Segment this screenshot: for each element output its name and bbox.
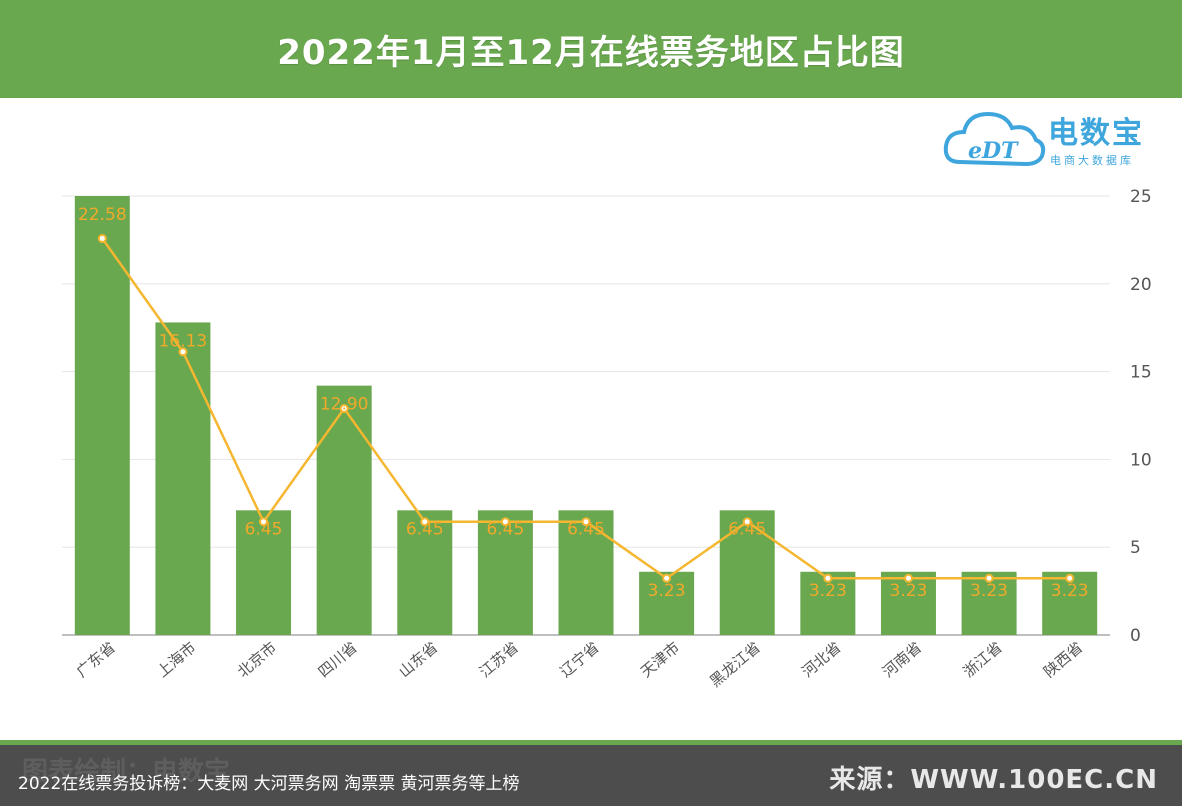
data-label: 3.23: [809, 581, 847, 601]
line-point: [97, 233, 107, 243]
x-tick-label: 黑龙江省: [706, 638, 764, 690]
data-label: 6.45: [245, 519, 283, 539]
logo-cloud-text: eDT: [968, 138, 1018, 164]
line-point: [259, 517, 269, 527]
line-point: [339, 403, 349, 413]
data-label: 3.23: [970, 581, 1008, 601]
bar: [316, 385, 372, 635]
bar-line-chart: 0 5 10 15 20 25 22.58 16.13 6.45 12.90 6.45 6.45 6.4…: [62, 187, 1152, 691]
data-label: 6.45: [728, 519, 766, 539]
cloud-icon: [943, 111, 1046, 167]
x-tick-label: 上海市: [153, 638, 199, 681]
footer-source: 来源：WWW.100EC.CN: [829, 765, 1158, 795]
x-tick-label: 天津市: [637, 638, 683, 681]
y-tick-label: 15: [1130, 363, 1152, 383]
bar: [155, 322, 211, 635]
y-tick-label: 10: [1130, 450, 1152, 470]
bar: [719, 510, 775, 635]
logo-tagline: 电商大数据库: [1050, 154, 1134, 167]
data-label: 3.23: [648, 581, 686, 601]
line-point: [500, 517, 510, 527]
bar: [558, 510, 614, 635]
x-tick-label: 广东省: [73, 638, 119, 681]
line-point: [823, 573, 833, 583]
line-point: [581, 517, 591, 527]
x-tick-label: 河南省: [879, 638, 925, 681]
bar: [236, 510, 292, 635]
y-tick-label: 20: [1130, 275, 1152, 295]
brand-logo: eDT 电数宝 电商大数据库: [942, 100, 1172, 172]
chart-header: 2022年1月至12月在线票务地区占比图: [0, 0, 1182, 98]
line-point: [984, 573, 994, 583]
x-tick-label: 辽宁省: [557, 638, 603, 681]
x-tick-label: 四川省: [315, 638, 361, 681]
line-point: [662, 573, 672, 583]
y-tick-label: 5: [1130, 538, 1141, 558]
data-label: 6.45: [486, 519, 524, 539]
line-point: [1065, 573, 1075, 583]
footer-credit: 图表绘制：电数宝: [22, 757, 231, 787]
data-label: 3.23: [1051, 581, 1089, 601]
y-tick-label: 0: [1130, 626, 1141, 646]
x-tick-label: 江苏省: [476, 638, 522, 681]
x-tick-label: 河北省: [798, 638, 844, 681]
logo-brand: 电数宝: [1048, 116, 1144, 151]
line-point: [420, 517, 430, 527]
chart-title: 2022年1月至12月在线票务地区占比图: [277, 32, 905, 73]
footer-caption: 2022在线票务投诉榜：大麦网 大河票务网 淘票票 黄河票务等上榜: [18, 774, 520, 794]
x-tick-label: 陕西省: [1040, 638, 1086, 681]
data-label: 12.90: [320, 395, 369, 415]
data-label: 6.45: [406, 519, 444, 539]
line-point: [742, 517, 752, 527]
footer: 图表绘制：电数宝 2022在线票务投诉榜：大麦网 大河票务网 淘票票 黄河票务等…: [0, 740, 1182, 806]
x-tick-label: 北京市: [234, 638, 280, 681]
line-point: [178, 347, 188, 357]
x-tick-label: 浙江省: [960, 638, 1006, 681]
data-label: 22.58: [78, 205, 127, 225]
bar: [477, 510, 533, 635]
line-point: [903, 573, 913, 583]
bar: [397, 510, 453, 635]
data-label: 3.23: [890, 581, 928, 601]
data-label: 16.13: [159, 331, 208, 351]
x-tick-label: 山东省: [395, 638, 441, 681]
data-label: 6.45: [567, 519, 605, 539]
y-tick-label: 25: [1130, 187, 1152, 207]
chart-area: 0 5 10 15 20 25 22.58 16.13 6.45 12.90 6.45 6.45 6.4…: [0, 98, 1182, 740]
bar: [74, 196, 130, 635]
